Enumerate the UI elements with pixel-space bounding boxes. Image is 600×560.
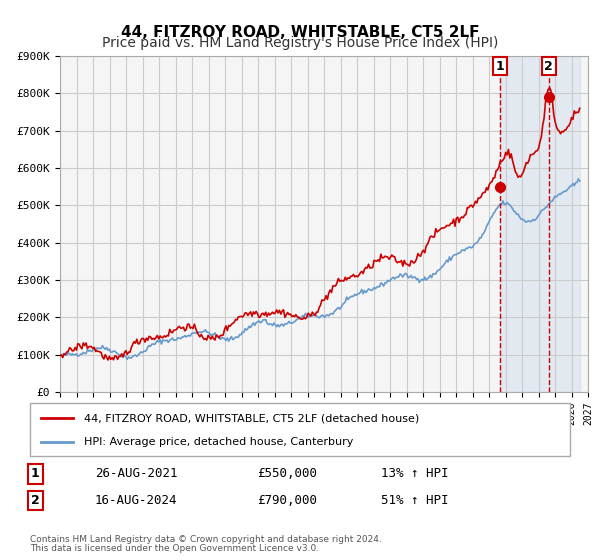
Text: £790,000: £790,000 — [257, 494, 317, 507]
Text: 1: 1 — [496, 60, 504, 73]
Text: HPI: Average price, detached house, Canterbury: HPI: Average price, detached house, Cant… — [84, 436, 353, 446]
Text: 44, FITZROY ROAD, WHITSTABLE, CT5 2LF (detached house): 44, FITZROY ROAD, WHITSTABLE, CT5 2LF (d… — [84, 413, 419, 423]
Bar — [500, 56, 580, 392]
Text: 2: 2 — [31, 494, 40, 507]
Text: 16-AUG-2024: 16-AUG-2024 — [95, 494, 178, 507]
Text: This data is licensed under the Open Government Licence v3.0.: This data is licensed under the Open Gov… — [30, 544, 319, 553]
Text: 26-AUG-2021: 26-AUG-2021 — [95, 468, 178, 480]
Text: Contains HM Land Registry data © Crown copyright and database right 2024.: Contains HM Land Registry data © Crown c… — [30, 535, 382, 544]
Text: 1: 1 — [31, 468, 40, 480]
FancyBboxPatch shape — [30, 403, 570, 456]
Text: £550,000: £550,000 — [257, 468, 317, 480]
Text: 44, FITZROY ROAD, WHITSTABLE, CT5 2LF: 44, FITZROY ROAD, WHITSTABLE, CT5 2LF — [121, 25, 479, 40]
Text: Price paid vs. HM Land Registry's House Price Index (HPI): Price paid vs. HM Land Registry's House … — [102, 36, 498, 50]
Text: 51% ↑ HPI: 51% ↑ HPI — [381, 494, 449, 507]
Text: 2: 2 — [544, 60, 553, 73]
Text: 13% ↑ HPI: 13% ↑ HPI — [381, 468, 449, 480]
